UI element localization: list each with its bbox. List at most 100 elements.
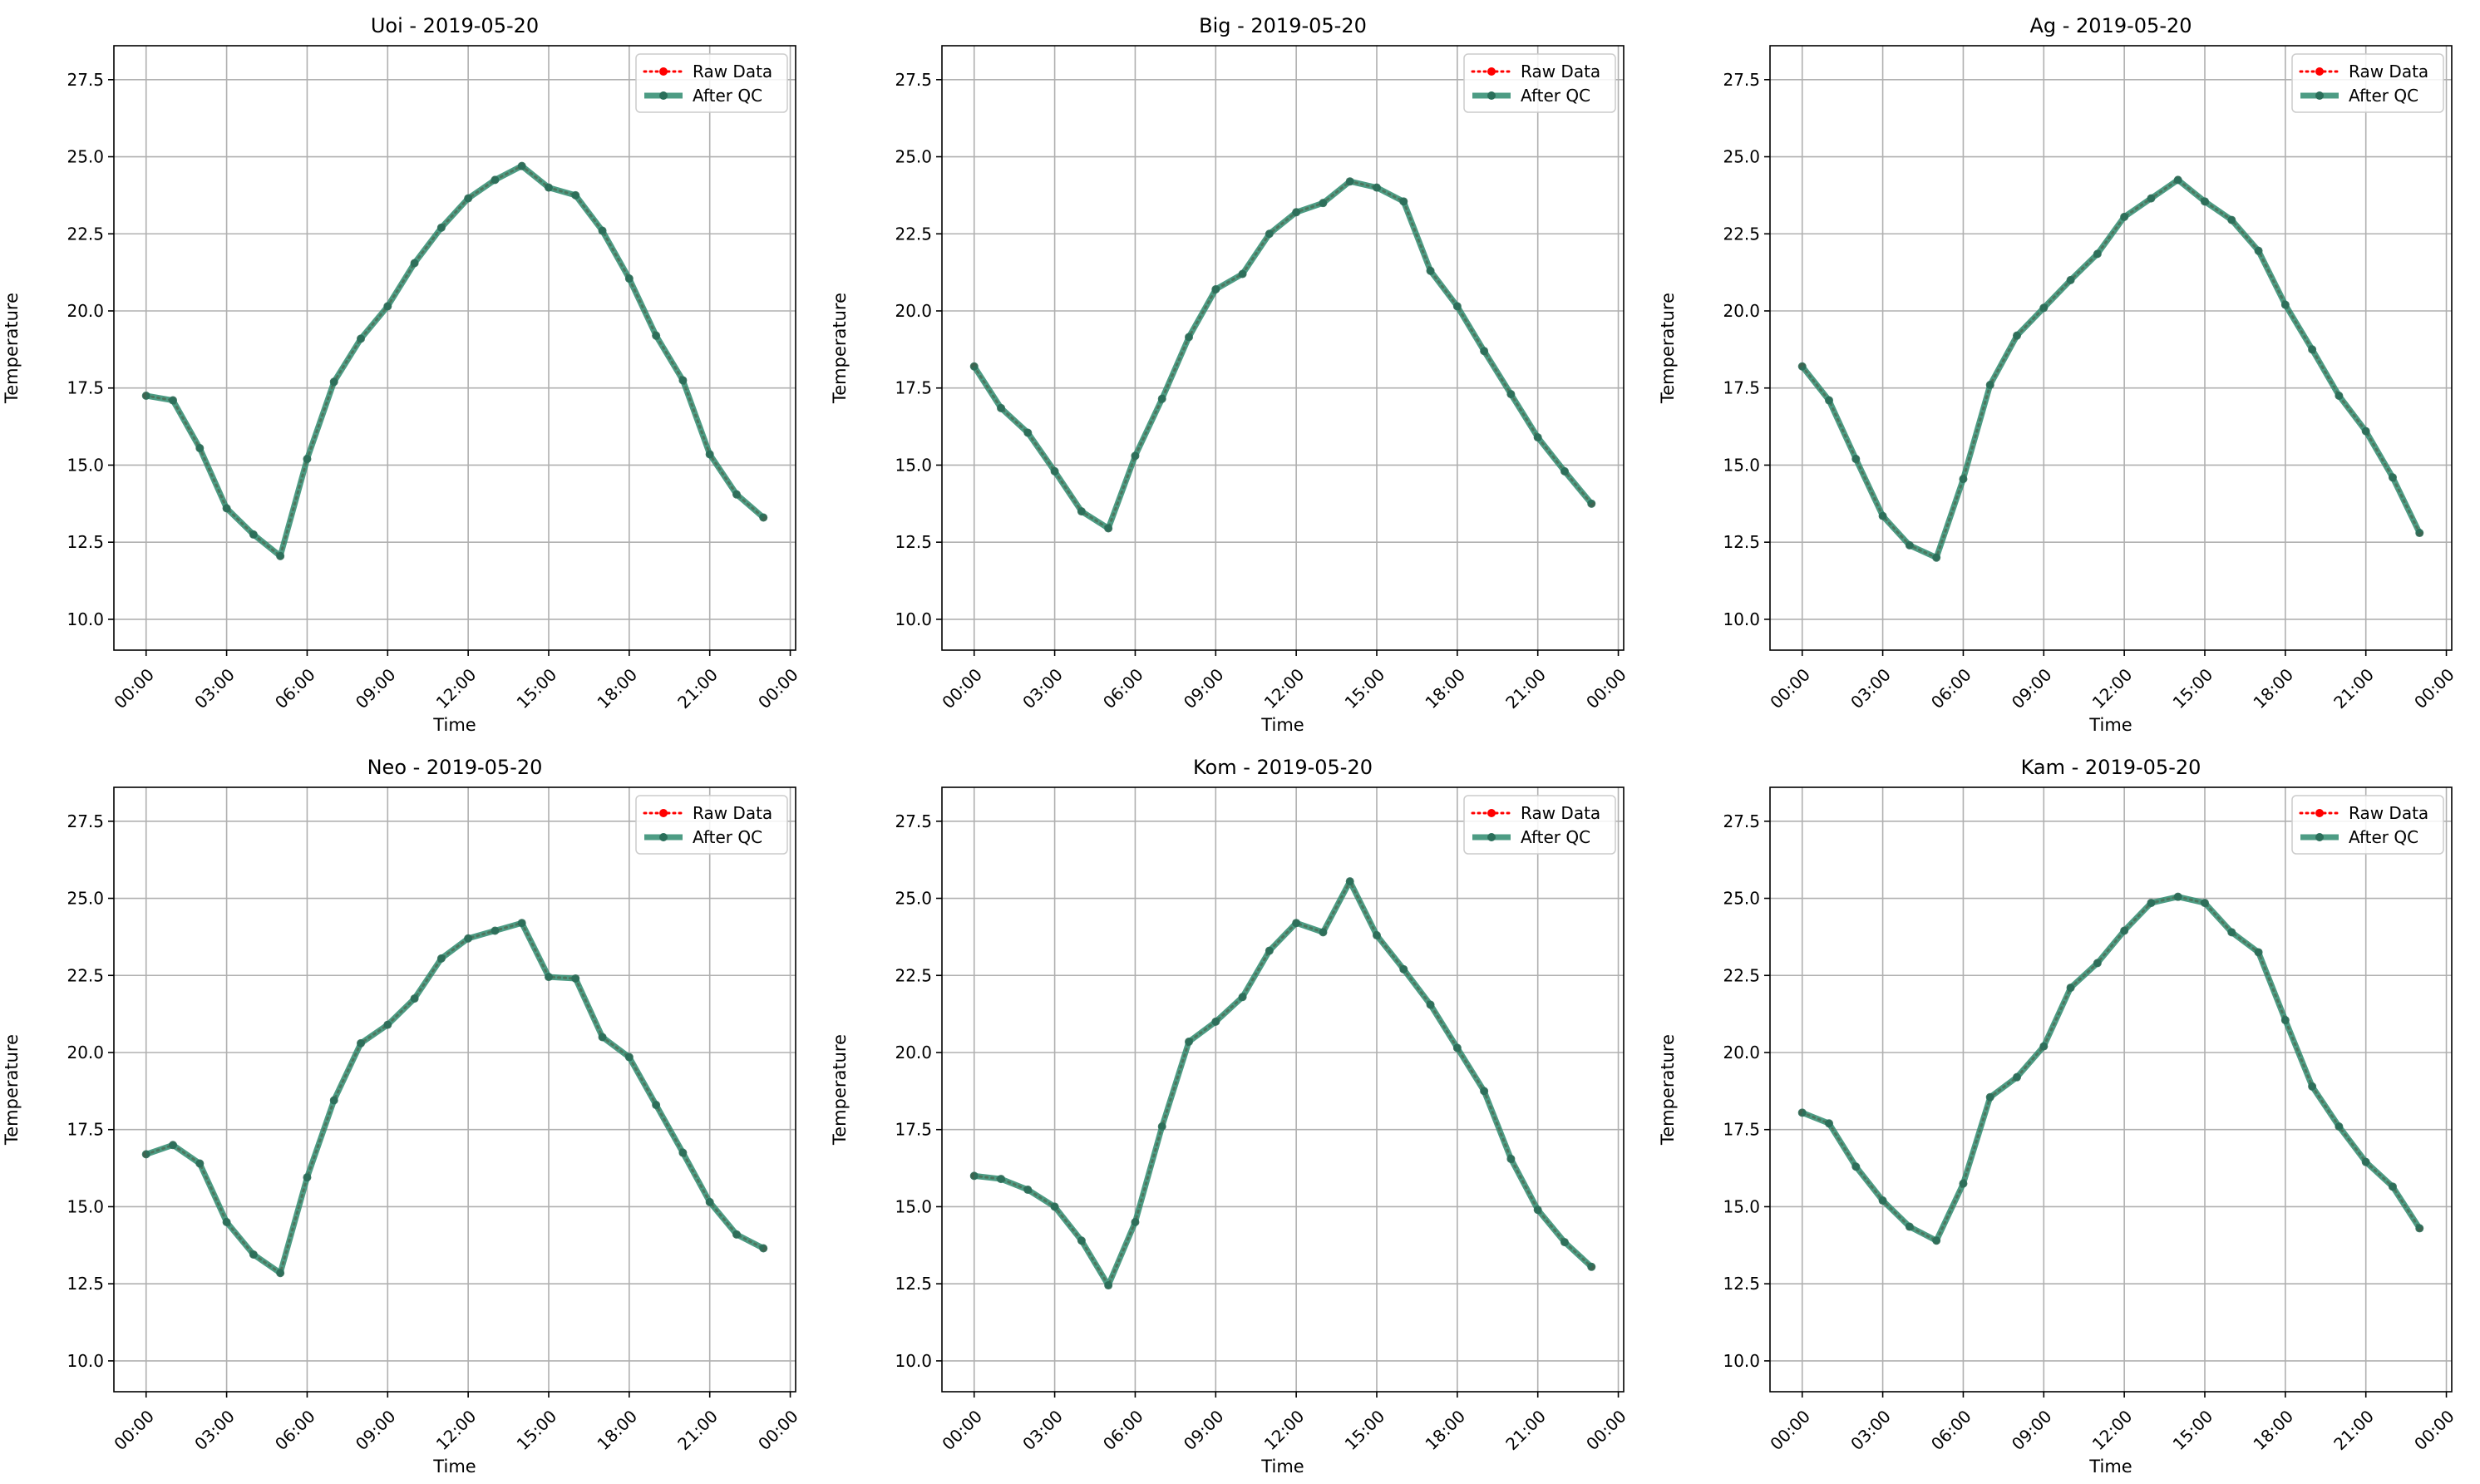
y-tick-label: 25.0 <box>67 889 104 909</box>
x-tick-label: 00:00 <box>1766 1406 1814 1454</box>
y-tick-label: 22.5 <box>1723 224 1760 244</box>
x-tick-label: 18:00 <box>593 1406 641 1454</box>
after-qc-point <box>1292 919 1301 928</box>
y-tick-label: 20.0 <box>1723 1043 1760 1062</box>
y-tick-label: 15.0 <box>895 455 932 475</box>
after-qc-point <box>997 1175 1006 1184</box>
after-qc-point <box>2093 249 2102 259</box>
legend-qc-marker <box>659 833 668 841</box>
after-qc-point <box>1292 208 1301 217</box>
y-tick-label: 20.0 <box>895 301 932 321</box>
subplot-title: Kam - 2019-05-20 <box>2021 756 2201 779</box>
x-tick-label: 00:00 <box>938 664 986 712</box>
x-tick-label: 12:00 <box>432 1406 481 1454</box>
plot-frame <box>113 45 796 651</box>
after-qc-point <box>1851 1162 1861 1171</box>
after-qc-point <box>1426 1000 1435 1009</box>
y-tick-label: 10.0 <box>895 1351 932 1371</box>
after-qc-point <box>1399 964 1408 974</box>
subplot-5: 00:00 03:00 06:00 09:00 12:00 15:00 18:00 21:00… <box>830 756 1630 1477</box>
y-axis-label: Temperature <box>1658 1034 1678 1146</box>
after-qc-point <box>2308 1082 2317 1091</box>
after-qc-point <box>1959 475 1968 484</box>
plot-frame <box>941 786 1625 1393</box>
after-qc-line <box>1799 176 2423 561</box>
subplot-2: 00:00 03:00 06:00 09:00 12:00 15:00 18:00 21:00… <box>830 14 1630 735</box>
y-tick-label: 10.0 <box>895 609 932 629</box>
after-qc-point <box>383 1020 392 1029</box>
after-qc-point <box>2254 948 2263 957</box>
x-tick-label: 12:00 <box>1260 1406 1309 1454</box>
after-qc-point <box>491 175 500 185</box>
after-qc-point <box>303 455 312 464</box>
after-qc-point <box>222 1217 231 1226</box>
x-tick-label: 15:00 <box>513 664 561 712</box>
after-qc-point <box>141 1150 150 1159</box>
after-qc-point <box>1959 1179 1968 1188</box>
after-qc-point <box>571 974 580 983</box>
after-qc-point <box>1985 381 1994 390</box>
after-qc-point <box>1426 266 1435 275</box>
y-tick-label: 22.5 <box>1723 965 1760 985</box>
y-tick-label: 22.5 <box>895 965 932 985</box>
after-qc-point <box>1985 1092 1994 1102</box>
after-qc-line <box>145 163 766 560</box>
after-qc-point <box>2120 926 2129 935</box>
after-qc-point <box>1825 1119 1834 1128</box>
after-qc-point <box>969 1171 979 1181</box>
x-tick-label: 21:00 <box>2330 664 2378 712</box>
y-tick-label: 10.0 <box>1723 609 1760 629</box>
x-tick-label: 06:00 <box>271 1406 319 1454</box>
x-tick-label: 00:00 <box>1766 664 1814 712</box>
x-tick-label: 21:00 <box>673 1406 722 1454</box>
x-tick-label: 06:00 <box>271 664 319 712</box>
y-tick-label: 25.0 <box>895 889 932 909</box>
legend-qc-label: After QC <box>693 86 762 106</box>
y-tick-label: 15.0 <box>1723 455 1760 475</box>
subplot-4: 00:00 03:00 06:00 09:00 12:00 15:00 18:00 21:00… <box>2 756 802 1477</box>
after-qc-point <box>357 1038 366 1048</box>
x-tick-label: 21:00 <box>1501 1406 1550 1454</box>
x-tick-label: 12:00 <box>2088 1406 2137 1454</box>
legend: Raw Data After QC <box>635 795 788 855</box>
y-tick-label: 10.0 <box>67 1351 104 1371</box>
after-qc-point <box>705 450 714 459</box>
after-qc-point <box>1185 1038 1194 1047</box>
after-qc-point <box>517 919 526 928</box>
x-tick-label: 18:00 <box>1421 664 1469 712</box>
subplot-6: 00:00 03:00 06:00 09:00 12:00 15:00 18:00 21:00… <box>1658 756 2458 1477</box>
after-qc-point <box>1104 1281 1113 1290</box>
plot-frame <box>1769 45 2453 651</box>
x-tick-label: 21:00 <box>2330 1406 2378 1454</box>
y-tick-label: 15.0 <box>1723 1196 1760 1216</box>
after-qc-point <box>1345 177 1354 186</box>
y-tick-label: 25.0 <box>895 147 932 167</box>
x-tick-label: 03:00 <box>1018 664 1067 712</box>
x-tick-label: 09:00 <box>352 1406 400 1454</box>
after-qc-point <box>2013 1072 2022 1082</box>
after-qc-line <box>974 878 1594 1289</box>
legend-qc-label: After QC <box>693 827 762 847</box>
after-qc-point <box>436 954 446 963</box>
after-qc-point <box>2066 984 2075 993</box>
after-qc-point <box>464 194 473 203</box>
after-qc-point <box>1932 1236 1941 1245</box>
after-qc-point <box>1023 1186 1033 1195</box>
legend-qc-marker <box>2315 91 2324 100</box>
legend-qc-label: After QC <box>2349 827 2418 847</box>
x-tick-label: 03:00 <box>190 1406 239 1454</box>
x-tick-label: 09:00 <box>2008 1406 2056 1454</box>
x-tick-label: 12:00 <box>2088 664 2137 712</box>
y-tick-label: 17.5 <box>1723 1120 1760 1140</box>
after-qc-point <box>2147 194 2156 203</box>
after-qc-point <box>1587 499 1596 508</box>
after-qc-point <box>1878 511 1887 520</box>
after-qc-point <box>2254 246 2263 255</box>
y-tick-label: 25.0 <box>67 147 104 167</box>
after-qc-point <box>759 513 768 522</box>
y-tick-label: 10.0 <box>67 609 104 629</box>
after-qc-point <box>249 530 258 539</box>
x-tick-label: 12:00 <box>432 664 481 712</box>
x-tick-label: 18:00 <box>2249 1406 2297 1454</box>
after-qc-point <box>2335 391 2344 400</box>
